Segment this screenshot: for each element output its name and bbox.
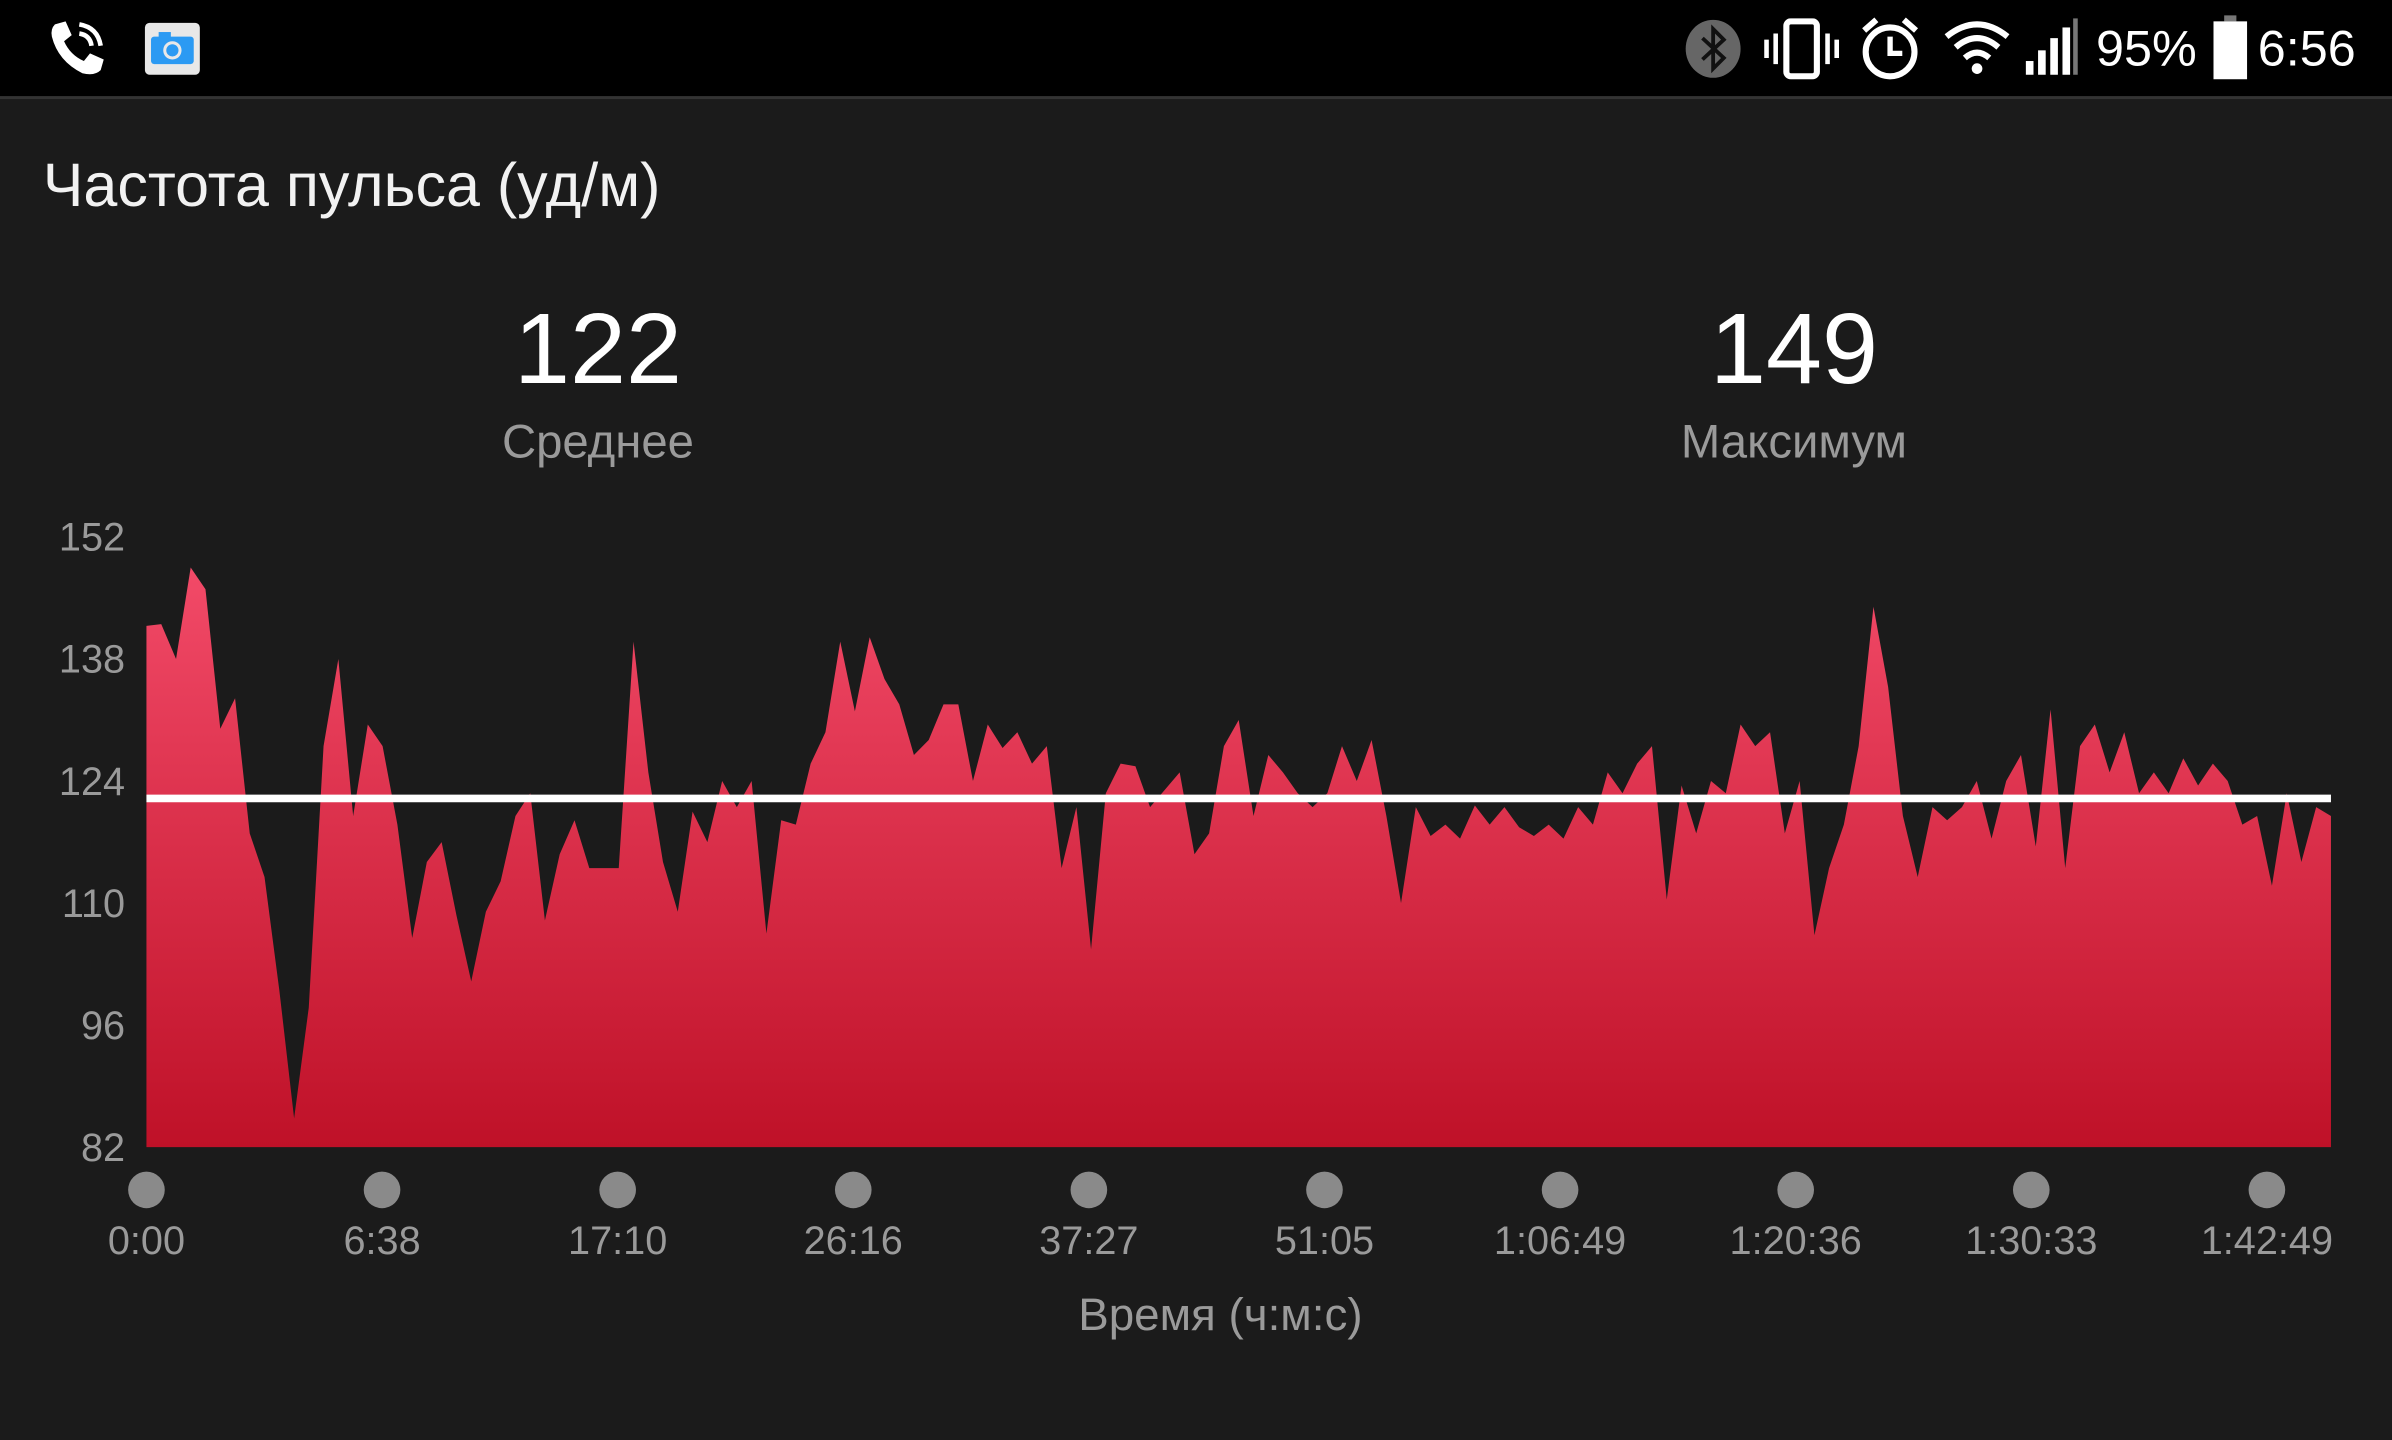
x-tick-label: 1:42:49: [2201, 1219, 2333, 1263]
y-tick-label: 82: [81, 1126, 125, 1170]
x-tick-label: 0:00: [108, 1219, 185, 1263]
heart-rate-area: [146, 567, 2331, 1148]
x-tick-marker[interactable]: [834, 1171, 872, 1209]
card-title: Частота пульса (уд/м): [42, 152, 661, 220]
bluetooth-icon: [1685, 19, 1741, 78]
x-tick-label: 37:27: [1039, 1219, 1138, 1263]
battery-icon: [2213, 15, 2248, 80]
phone-call-icon: [51, 21, 104, 75]
signal-icon: [2025, 18, 2078, 75]
clock: 6:56: [2257, 19, 2356, 77]
x-tick-label: 26:16: [804, 1219, 903, 1263]
y-tick-label: 96: [81, 1004, 125, 1048]
x-tick-marker[interactable]: [1306, 1171, 1343, 1209]
battery-percent: 95%: [2096, 19, 2197, 77]
status-bar: 95% 6:56: [0, 0, 2392, 100]
x-tick-label: 1:20:36: [1730, 1219, 1862, 1263]
wifi-icon: [1944, 21, 2010, 74]
x-tick-marker[interactable]: [128, 1171, 165, 1209]
x-tick-label: 6:38: [343, 1219, 420, 1263]
heart-rate-chart: 152 138 124 110 96 82 0:00 6:38 17:10 26:16 37:27…: [59, 516, 2333, 1341]
alarm-icon: [1862, 17, 1919, 80]
stat-label: Максимум: [1680, 414, 1908, 469]
stat-value: 122: [513, 291, 682, 405]
y-tick-label: 138: [59, 638, 125, 682]
camera-notification-icon: [144, 22, 200, 75]
y-tick-label: 110: [62, 882, 125, 926]
x-tick-marker[interactable]: [599, 1171, 636, 1209]
x-tick-label: 17:10: [568, 1219, 667, 1263]
y-tick-label: 124: [59, 760, 125, 804]
x-tick-label: 1:06:49: [1494, 1219, 1626, 1263]
vibrate-icon: [1764, 18, 1839, 80]
x-tick-label: 1:30:33: [1965, 1219, 2097, 1263]
x-tick-marker[interactable]: [1070, 1171, 1108, 1209]
x-tick-marker[interactable]: [1777, 1171, 1814, 1209]
stat-average: 122 Среднее: [293, 290, 903, 470]
stat-label: Среднее: [501, 414, 695, 469]
x-tick-marker[interactable]: [363, 1171, 401, 1209]
stat-maximum: 149 Максимум: [1489, 290, 2099, 470]
x-axis-label: Время (ч:м:с): [1078, 1289, 1362, 1340]
x-tick-marker[interactable]: [1541, 1171, 1579, 1209]
stat-value: 149: [1709, 291, 1878, 405]
x-tick-marker[interactable]: [2012, 1171, 2050, 1209]
y-tick-label: 152: [59, 516, 125, 560]
x-tick-label: 51:05: [1275, 1219, 1374, 1263]
x-tick-marker[interactable]: [2248, 1171, 2286, 1209]
